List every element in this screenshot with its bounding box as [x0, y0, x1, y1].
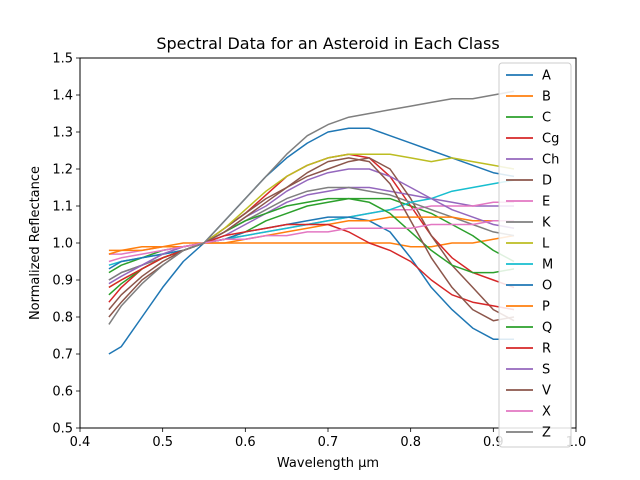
series-line-b — [108, 234, 515, 252]
legend-label: V — [542, 384, 551, 399]
x-axis-ticks: 0.4 0.5 0.6 0.7 0.8 0.9 1.0 — [70, 428, 586, 450]
legend-label: X — [542, 405, 551, 420]
y-tick-label: 0.5 — [52, 422, 73, 437]
series-lines — [108, 90, 515, 355]
legend-label: R — [542, 342, 551, 357]
y-tick-label: 0.8 — [52, 311, 73, 326]
x-tick-label: 0.5 — [152, 435, 173, 450]
y-axis-ticks: 0.5 0.6 0.7 0.8 0.9 1.0 1.1 1.2 1.3 1.4 1.5 — [52, 52, 80, 437]
series-line-a — [108, 127, 515, 355]
legend-label: Z — [542, 426, 551, 441]
y-tick-label: 1.4 — [52, 89, 73, 104]
legend-label: O — [542, 279, 552, 294]
y-tick-label: 0.7 — [52, 348, 73, 363]
legend-label: M — [542, 258, 553, 273]
series-line-r — [108, 223, 515, 311]
legend-label: E — [542, 195, 550, 210]
x-tick-label: 0.7 — [318, 435, 339, 450]
series-line-z — [108, 90, 515, 325]
legend-label: D — [542, 174, 552, 189]
series-line-o — [108, 216, 514, 340]
series-line-v — [108, 157, 515, 322]
legend-label: P — [542, 300, 550, 315]
x-axis-label: Wavelength µm — [277, 456, 379, 471]
series-line-x — [108, 220, 514, 263]
legend-label: Cg — [542, 132, 559, 147]
y-tick-label: 0.9 — [52, 274, 73, 289]
legend-label: K — [542, 216, 551, 231]
y-tick-label: 1.0 — [52, 237, 73, 252]
legend-label: Q — [542, 321, 552, 336]
chart-title: Spectral Data for an Asteroid in Each Cl… — [156, 34, 499, 53]
y-tick-label: 1.2 — [52, 163, 73, 178]
legend-label: A — [542, 69, 551, 84]
x-tick-label: 0.8 — [400, 435, 421, 450]
y-tick-label: 0.6 — [52, 385, 73, 400]
series-line-p — [108, 216, 514, 255]
series-line-s — [108, 168, 515, 285]
y-tick-label: 1.3 — [52, 126, 73, 141]
y-axis-label: Normalized Reflectance — [28, 166, 43, 320]
legend-label: Ch — [542, 153, 559, 168]
legend-label: B — [542, 90, 551, 105]
y-tick-label: 1.1 — [52, 200, 73, 215]
y-tick-label: 1.5 — [52, 52, 73, 67]
x-tick-label: 0.6 — [235, 435, 256, 450]
legend-label: L — [542, 237, 550, 252]
legend-label: S — [542, 363, 550, 378]
legend-label: C — [542, 111, 551, 126]
x-tick-label: 0.4 — [70, 435, 91, 450]
